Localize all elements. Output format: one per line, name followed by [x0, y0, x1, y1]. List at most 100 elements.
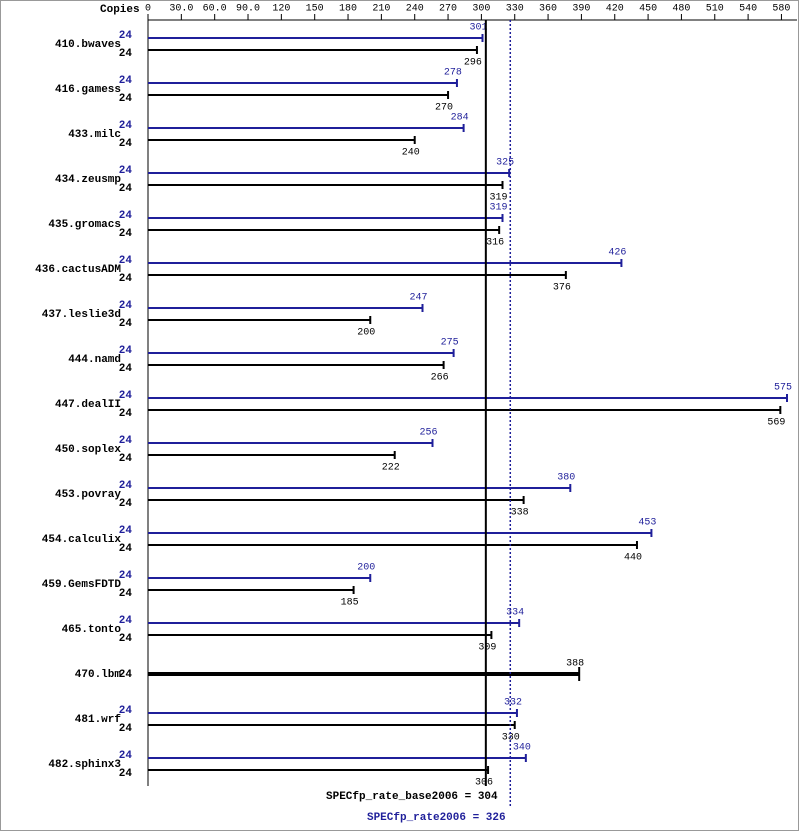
- x-tick-label: 580: [772, 4, 790, 15]
- x-tick-label: 30.0: [169, 4, 193, 15]
- value-label: 309: [478, 643, 496, 654]
- benchmark-label: 433.milc: [68, 129, 121, 141]
- copies-label: 24: [119, 480, 133, 492]
- x-tick-label: 150: [306, 4, 324, 15]
- copies-label: 24: [119, 705, 133, 717]
- copies-label: 24: [119, 300, 133, 312]
- value-label: 284: [451, 113, 469, 124]
- x-tick-label: 540: [739, 4, 757, 15]
- copies-label: 24: [119, 273, 133, 285]
- benchmark-label: 436.cactusADM: [35, 264, 121, 276]
- x-tick-label: 360: [539, 4, 557, 15]
- x-tick-label: 120: [272, 4, 290, 15]
- copies-label: 24: [119, 723, 133, 735]
- x-tick-label: 210: [372, 4, 390, 15]
- x-tick-label: 60.0: [203, 4, 227, 15]
- value-label: 575: [774, 383, 792, 394]
- copies-label: 24: [119, 138, 133, 150]
- x-tick-label: 180: [339, 4, 357, 15]
- value-label: 569: [767, 418, 785, 429]
- reference-label: SPECfp_rate2006 = 326: [367, 812, 506, 824]
- value-label: 316: [486, 238, 504, 249]
- value-label: 330: [502, 733, 520, 744]
- value-label: 319: [489, 193, 507, 204]
- value-label: 222: [382, 463, 400, 474]
- copies-label: 24: [119, 183, 133, 195]
- copies-label: 24: [119, 165, 133, 177]
- value-label: 275: [441, 338, 459, 349]
- copies-label: 24: [119, 390, 133, 402]
- benchmark-label: 465.tonto: [62, 624, 122, 636]
- x-tick-label: 510: [706, 4, 724, 15]
- copies-label: 24: [119, 345, 133, 357]
- reference-label: SPECfp_rate_base2006 = 304: [326, 791, 498, 803]
- copies-label: 24: [119, 120, 133, 132]
- copies-label: 24: [119, 543, 133, 555]
- value-label: 306: [475, 778, 493, 789]
- value-label: 380: [557, 473, 575, 484]
- value-label: 278: [444, 68, 462, 79]
- benchmark-label: 481.wrf: [75, 714, 122, 726]
- value-label: 453: [638, 518, 656, 529]
- value-label: 376: [553, 283, 571, 294]
- x-tick-label: 300: [472, 4, 490, 15]
- copies-label: 24: [119, 30, 133, 42]
- benchmark-label: 444.namd: [68, 354, 121, 366]
- value-label: 270: [435, 103, 453, 114]
- benchmark-label: 435.gromacs: [48, 219, 121, 231]
- x-tick-label: 270: [439, 4, 457, 15]
- x-tick-label: 0: [145, 4, 151, 15]
- copies-label: 24: [119, 498, 133, 510]
- value-label: 334: [506, 608, 524, 619]
- copies-label: 24: [119, 48, 133, 60]
- copies-label: 24: [119, 615, 133, 627]
- value-label: 266: [431, 373, 449, 384]
- copies-label: 24: [119, 525, 133, 537]
- x-tick-label: 90.0: [236, 4, 260, 15]
- benchmark-label: 482.sphinx3: [48, 759, 121, 771]
- copies-label: 24: [119, 75, 133, 87]
- copies-label: 24: [119, 453, 133, 465]
- copies-label: 24: [119, 435, 133, 447]
- benchmark-label: 447.dealII: [55, 399, 121, 411]
- value-label: 256: [419, 428, 437, 439]
- value-label: 240: [402, 148, 420, 159]
- value-label: 332: [504, 698, 522, 709]
- copies-label: 24: [119, 363, 133, 375]
- benchmark-label: 410.bwaves: [55, 39, 121, 51]
- benchmark-label: 454.calculix: [42, 534, 122, 546]
- benchmark-label: 437.leslie3d: [42, 309, 121, 321]
- copies-label: 24: [119, 93, 133, 105]
- x-tick-label: 480: [672, 4, 690, 15]
- value-label: 426: [608, 248, 626, 259]
- benchmark-label: 453.povray: [55, 489, 121, 501]
- value-label: 319: [489, 203, 507, 214]
- copies-header: Copies: [100, 4, 140, 16]
- value-label: 388: [566, 659, 584, 670]
- value-label: 296: [464, 58, 482, 69]
- value-label: 440: [624, 553, 642, 564]
- value-label: 338: [511, 508, 529, 519]
- value-label: 325: [496, 158, 514, 169]
- copies-label: 24: [119, 228, 133, 240]
- value-label: 200: [357, 563, 375, 574]
- copies-label: 24: [119, 318, 133, 330]
- copies-label: 24: [119, 633, 133, 645]
- value-label: 185: [341, 598, 359, 609]
- copies-label: 24: [119, 588, 133, 600]
- copies-label: 24: [119, 570, 133, 582]
- benchmark-label: 416.gamess: [55, 84, 121, 96]
- value-label: 200: [357, 328, 375, 339]
- value-label: 247: [409, 293, 427, 304]
- copies-label: 24: [119, 669, 133, 681]
- x-tick-label: 390: [572, 4, 590, 15]
- copies-label: 24: [119, 768, 133, 780]
- copies-label: 24: [119, 750, 133, 762]
- x-tick-label: 240: [406, 4, 424, 15]
- value-label: 301: [469, 23, 487, 34]
- copies-label: 24: [119, 255, 133, 267]
- copies-label: 24: [119, 408, 133, 420]
- x-tick-label: 420: [606, 4, 624, 15]
